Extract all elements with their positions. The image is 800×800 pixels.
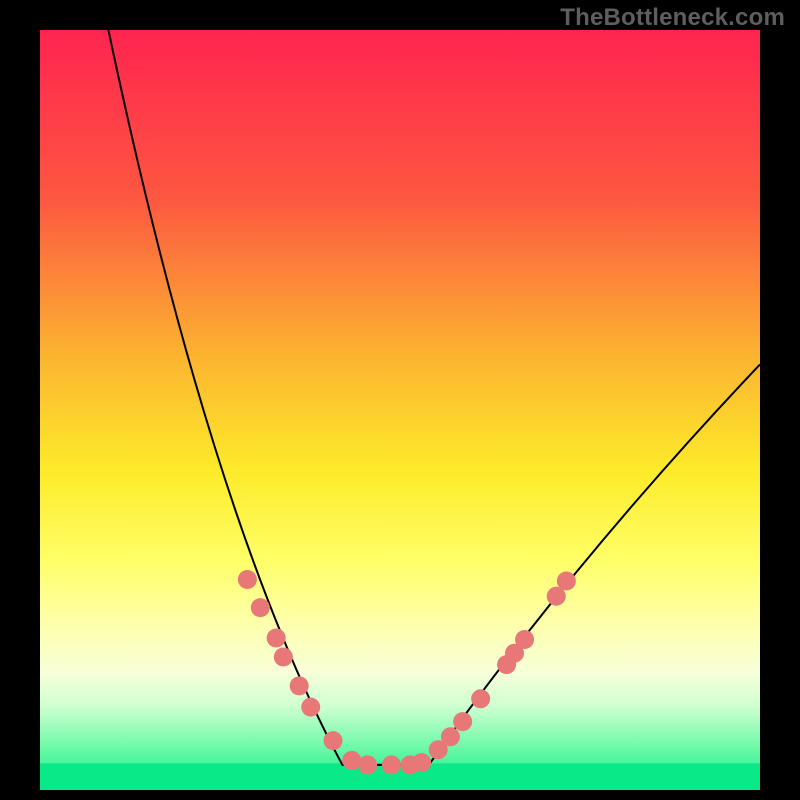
data-marker (358, 755, 377, 774)
data-marker (453, 712, 472, 731)
watermark-text: TheBottleneck.com (560, 4, 785, 32)
data-marker (301, 698, 320, 717)
data-marker (412, 753, 431, 772)
data-marker (441, 727, 460, 746)
data-marker (382, 755, 401, 774)
data-marker (557, 572, 576, 591)
data-marker (515, 630, 534, 649)
data-marker (290, 676, 309, 695)
data-marker (251, 598, 270, 617)
data-marker (324, 731, 343, 750)
data-marker (274, 648, 293, 667)
data-marker (238, 570, 257, 589)
chart-background (40, 30, 760, 790)
data-marker (471, 689, 490, 708)
data-marker (267, 629, 286, 648)
